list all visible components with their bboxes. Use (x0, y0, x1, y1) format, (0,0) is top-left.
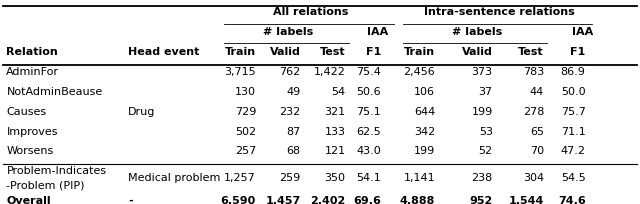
Text: 257: 257 (235, 146, 256, 156)
Text: Head event: Head event (128, 47, 200, 57)
Text: 75.1: 75.1 (356, 107, 381, 117)
Text: Overall: Overall (6, 196, 51, 204)
Text: -: - (128, 196, 132, 204)
Text: 6,590: 6,590 (221, 196, 256, 204)
Text: IAA: IAA (572, 27, 593, 37)
Text: 71.1: 71.1 (561, 126, 586, 136)
Text: # labels: # labels (263, 27, 313, 37)
Text: 74.6: 74.6 (558, 196, 586, 204)
Text: 350: 350 (324, 173, 346, 183)
Text: 52: 52 (479, 146, 493, 156)
Text: 106: 106 (414, 87, 435, 97)
Text: 952: 952 (470, 196, 493, 204)
Text: AdminFor: AdminFor (6, 67, 60, 77)
Text: 342: 342 (414, 126, 435, 136)
Text: NotAdminBeause: NotAdminBeause (6, 87, 102, 97)
Text: 3,715: 3,715 (225, 67, 256, 77)
Text: Causes: Causes (6, 107, 47, 117)
Text: 4,888: 4,888 (400, 196, 435, 204)
Text: 644: 644 (414, 107, 435, 117)
Text: # labels: # labels (452, 27, 502, 37)
Text: 54.1: 54.1 (356, 173, 381, 183)
Text: 304: 304 (523, 173, 544, 183)
Text: 199: 199 (414, 146, 435, 156)
Text: Valid: Valid (462, 47, 493, 57)
Text: F1: F1 (365, 47, 381, 57)
Text: 50.6: 50.6 (356, 87, 381, 97)
Text: 86.9: 86.9 (561, 67, 586, 77)
Text: 49: 49 (287, 87, 301, 97)
Text: Train: Train (404, 47, 435, 57)
Text: 1,544: 1,544 (509, 196, 544, 204)
Text: Valid: Valid (270, 47, 301, 57)
Text: 762: 762 (280, 67, 301, 77)
Text: 65: 65 (530, 126, 544, 136)
Text: 37: 37 (479, 87, 493, 97)
Text: All relations: All relations (273, 7, 348, 17)
Text: 259: 259 (280, 173, 301, 183)
Text: Relation: Relation (6, 47, 58, 57)
Text: 2,402: 2,402 (310, 196, 346, 204)
Text: Medical problem: Medical problem (128, 173, 220, 183)
Text: 278: 278 (523, 107, 544, 117)
Text: Improves: Improves (6, 126, 58, 136)
Text: 54: 54 (332, 87, 346, 97)
Text: IAA: IAA (367, 27, 388, 37)
Text: 70: 70 (530, 146, 544, 156)
Text: 2,456: 2,456 (403, 67, 435, 77)
Text: 44: 44 (530, 87, 544, 97)
Text: 75.4: 75.4 (356, 67, 381, 77)
Text: 1,257: 1,257 (224, 173, 256, 183)
Text: 69.6: 69.6 (353, 196, 381, 204)
Text: 121: 121 (324, 146, 346, 156)
Text: Worsens: Worsens (6, 146, 54, 156)
Text: 373: 373 (472, 67, 493, 77)
Text: 62.5: 62.5 (356, 126, 381, 136)
Text: 1,457: 1,457 (266, 196, 301, 204)
Text: 502: 502 (235, 126, 256, 136)
Text: 321: 321 (324, 107, 346, 117)
Text: 130: 130 (235, 87, 256, 97)
Text: 43.0: 43.0 (356, 146, 381, 156)
Text: 47.2: 47.2 (561, 146, 586, 156)
Text: 238: 238 (472, 173, 493, 183)
Text: 232: 232 (280, 107, 301, 117)
Text: 87: 87 (287, 126, 301, 136)
Text: 53: 53 (479, 126, 493, 136)
Text: Drug: Drug (128, 107, 156, 117)
Text: 50.0: 50.0 (561, 87, 586, 97)
Text: 54.5: 54.5 (561, 173, 586, 183)
Text: Test: Test (518, 47, 544, 57)
Text: -Problem (PIP): -Problem (PIP) (6, 180, 85, 190)
Text: F1: F1 (570, 47, 586, 57)
Text: 1,422: 1,422 (314, 67, 346, 77)
Text: 68: 68 (287, 146, 301, 156)
Text: 1,141: 1,141 (404, 173, 435, 183)
Text: 729: 729 (235, 107, 256, 117)
Text: Test: Test (320, 47, 346, 57)
Text: 75.7: 75.7 (561, 107, 586, 117)
Text: 199: 199 (472, 107, 493, 117)
Text: Intra-sentence relations: Intra-sentence relations (424, 7, 575, 17)
Text: 783: 783 (523, 67, 544, 77)
Text: Train: Train (225, 47, 256, 57)
Text: 133: 133 (324, 126, 346, 136)
Text: Problem-Indicates: Problem-Indicates (6, 166, 106, 176)
